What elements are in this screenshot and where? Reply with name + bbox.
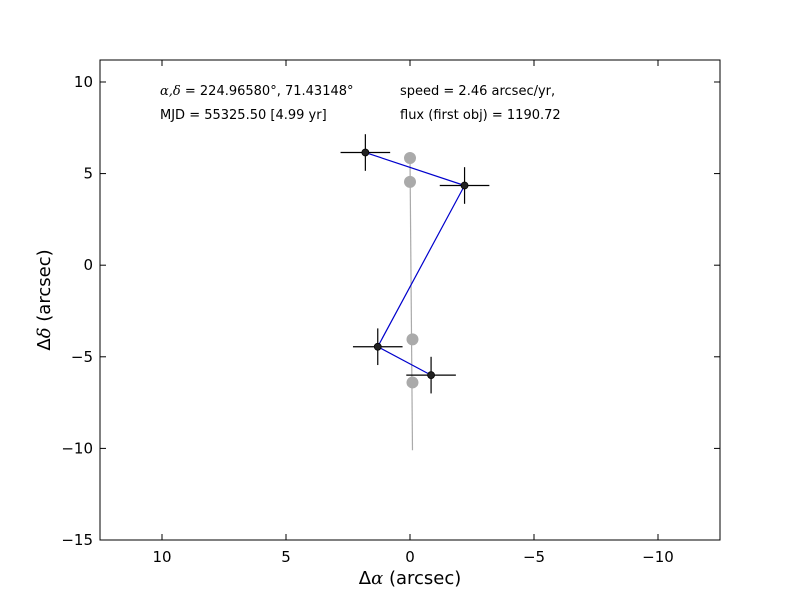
observed-path-line: [365, 151, 466, 376]
annotation-speed: speed = 2.46 arcsec/yr,: [400, 84, 555, 99]
observed-point-3: [373, 342, 382, 351]
observed-point-1: [361, 148, 370, 157]
model-track-line: [409, 158, 414, 451]
x-tick-label-5: −10: [642, 548, 674, 566]
x-tick-label-4: −5: [523, 548, 545, 566]
plot-marks: [340, 134, 490, 451]
y-tick-label-2: 5: [83, 165, 93, 183]
model-point-3: [406, 333, 419, 346]
x-tick-label-1: 10: [152, 548, 171, 566]
x-tick-label-3: 0: [405, 548, 415, 566]
observed-point-2: [460, 181, 469, 190]
x-axis-label: Δα (arcsec): [359, 568, 462, 589]
y-tick-label-4: −5: [71, 348, 93, 366]
model-point-2: [404, 175, 416, 188]
axis-ticks: 10 5 0 −5 −10 10 5 0 −5 −10 −15: [61, 60, 720, 566]
y-tick-label-1: 10: [74, 73, 93, 91]
annotation-mjd: MJD = 55325.50 [4.99 yr]: [160, 108, 327, 123]
observed-point-4: [427, 371, 435, 380]
annotation-coords: α,δ = 224.96580°, 71.43148°: [160, 84, 354, 99]
model-point-4: [406, 376, 419, 389]
y-axis-label: Δδ (arcsec): [34, 249, 55, 350]
annotation-flux: flux (first obj) = 1190.72: [400, 108, 561, 123]
y-tick-label-3: 0: [83, 256, 93, 274]
model-point-1: [404, 152, 416, 165]
y-tick-label-6: −15: [61, 531, 93, 549]
y-tick-label-5: −10: [61, 439, 93, 457]
x-tick-label-2: 5: [281, 548, 291, 566]
